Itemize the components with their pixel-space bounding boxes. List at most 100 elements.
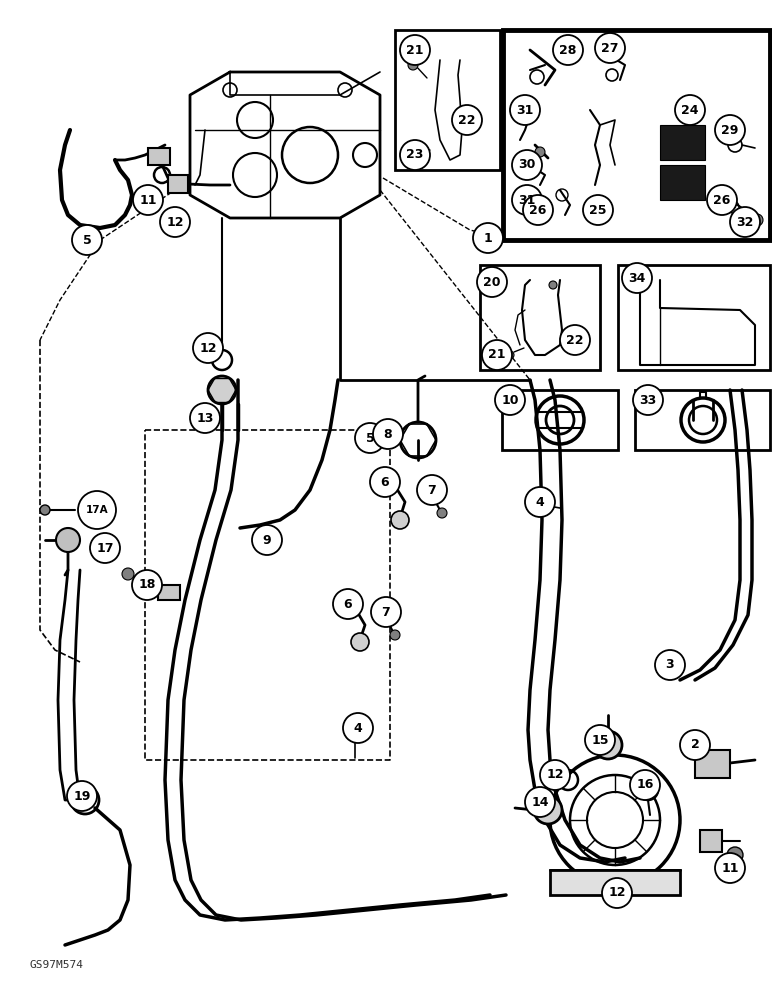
Text: 10: 10 <box>501 393 519 406</box>
Bar <box>695 750 730 778</box>
Circle shape <box>602 878 632 908</box>
Circle shape <box>535 147 545 157</box>
Circle shape <box>78 491 116 529</box>
Circle shape <box>655 650 685 680</box>
Circle shape <box>534 796 562 824</box>
Circle shape <box>727 847 743 863</box>
Circle shape <box>482 340 512 370</box>
Circle shape <box>525 787 555 817</box>
Text: 18: 18 <box>138 578 156 591</box>
Text: 31: 31 <box>516 104 533 116</box>
Circle shape <box>90 533 120 563</box>
Text: 22: 22 <box>459 113 476 126</box>
Circle shape <box>122 568 134 580</box>
Circle shape <box>370 467 400 497</box>
Circle shape <box>506 351 514 359</box>
Text: 6: 6 <box>381 476 389 488</box>
Bar <box>503 30 770 240</box>
Circle shape <box>540 760 570 790</box>
Text: 32: 32 <box>736 216 753 229</box>
Text: 17A: 17A <box>86 505 108 515</box>
Circle shape <box>525 487 555 517</box>
Circle shape <box>585 725 615 755</box>
Circle shape <box>373 419 403 449</box>
Circle shape <box>633 385 663 415</box>
Text: 17: 17 <box>96 542 113 554</box>
Circle shape <box>132 570 162 600</box>
Text: 25: 25 <box>589 204 607 217</box>
Circle shape <box>56 528 80 552</box>
Circle shape <box>400 140 430 170</box>
Text: 30: 30 <box>518 158 536 172</box>
Circle shape <box>680 730 710 760</box>
Text: 11: 11 <box>139 194 157 207</box>
Text: 22: 22 <box>566 334 584 347</box>
Text: 3: 3 <box>665 658 674 672</box>
Circle shape <box>675 95 705 125</box>
Circle shape <box>72 225 102 255</box>
Text: 26: 26 <box>530 204 547 217</box>
Text: 5: 5 <box>366 432 374 444</box>
Circle shape <box>452 105 482 135</box>
Text: 11: 11 <box>721 861 739 874</box>
Circle shape <box>510 95 540 125</box>
Text: 9: 9 <box>262 534 271 546</box>
Circle shape <box>160 207 190 237</box>
Text: 27: 27 <box>601 41 618 54</box>
Text: 21: 21 <box>406 43 424 56</box>
Text: 15: 15 <box>591 734 609 746</box>
Bar <box>700 830 722 852</box>
Text: 34: 34 <box>628 271 645 284</box>
Bar <box>660 165 705 200</box>
Text: 33: 33 <box>639 393 657 406</box>
Circle shape <box>417 475 447 505</box>
Text: 23: 23 <box>406 148 424 161</box>
Circle shape <box>630 770 660 800</box>
Text: 4: 4 <box>354 722 362 734</box>
Circle shape <box>252 525 282 555</box>
Circle shape <box>715 115 745 145</box>
Text: 21: 21 <box>488 349 506 361</box>
Text: 20: 20 <box>483 275 501 288</box>
Bar <box>395 30 500 170</box>
Circle shape <box>355 423 385 453</box>
Circle shape <box>400 35 430 65</box>
Circle shape <box>583 195 613 225</box>
Text: 28: 28 <box>559 43 577 56</box>
Text: 1: 1 <box>483 232 493 244</box>
Circle shape <box>193 333 223 363</box>
Circle shape <box>371 597 401 627</box>
Text: 31: 31 <box>518 194 536 207</box>
Circle shape <box>715 853 745 883</box>
Text: 7: 7 <box>381 605 391 618</box>
Circle shape <box>390 630 400 640</box>
Circle shape <box>437 508 447 518</box>
Circle shape <box>512 185 542 215</box>
Bar <box>148 148 170 165</box>
Text: 26: 26 <box>713 194 730 207</box>
Text: 12: 12 <box>166 216 184 229</box>
Text: 7: 7 <box>428 484 436 496</box>
Circle shape <box>409 153 417 161</box>
Text: 2: 2 <box>691 738 699 752</box>
Circle shape <box>553 35 583 65</box>
Text: 19: 19 <box>73 790 90 802</box>
Circle shape <box>495 385 525 415</box>
Bar <box>635 390 770 450</box>
Circle shape <box>408 60 418 70</box>
Text: 14: 14 <box>531 796 549 808</box>
Text: 6: 6 <box>344 597 352 610</box>
Circle shape <box>208 376 236 404</box>
Circle shape <box>512 150 542 180</box>
Circle shape <box>622 263 652 293</box>
Circle shape <box>190 403 220 433</box>
Circle shape <box>560 325 590 355</box>
Circle shape <box>477 267 507 297</box>
Text: 5: 5 <box>83 233 91 246</box>
Circle shape <box>133 185 163 215</box>
Bar <box>550 870 680 895</box>
Circle shape <box>391 511 409 529</box>
Circle shape <box>707 185 737 215</box>
Circle shape <box>351 633 369 651</box>
Text: 8: 8 <box>384 428 392 440</box>
